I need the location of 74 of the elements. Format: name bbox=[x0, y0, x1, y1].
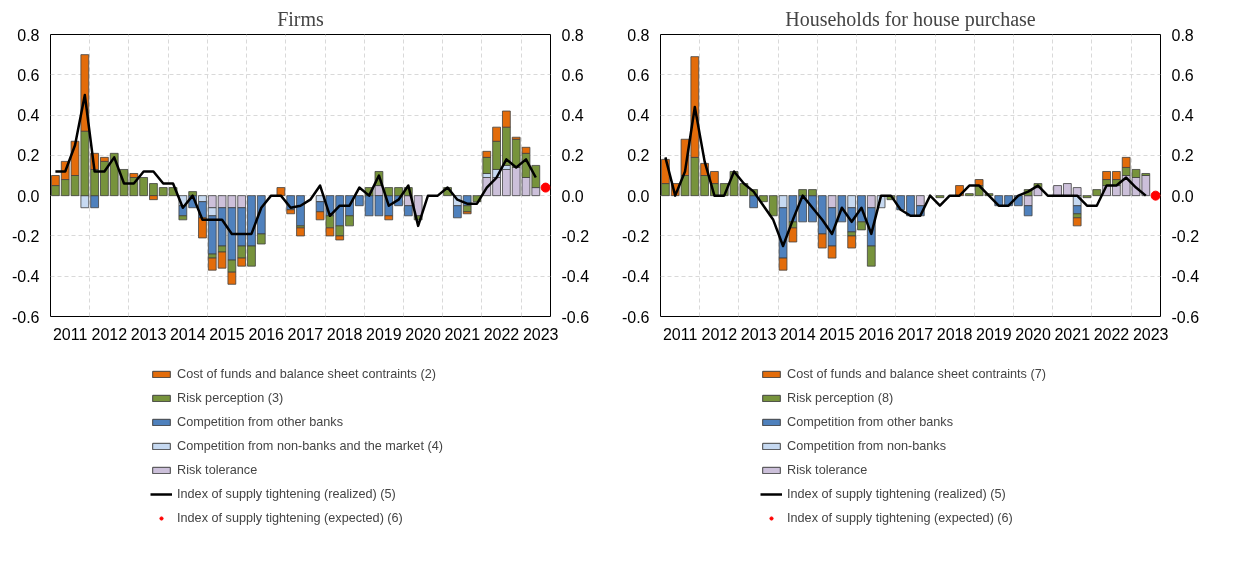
y2-tick-label: 0.8 bbox=[1171, 26, 1194, 44]
x-tick-label: 2016 bbox=[858, 325, 895, 343]
y2-tick-label: 0.4 bbox=[1171, 107, 1194, 125]
y-tick-label: -0.4 bbox=[621, 268, 650, 286]
y2-tick-label: -0.6 bbox=[561, 308, 590, 326]
x-tick-label: 2013 bbox=[130, 325, 167, 343]
y-tick-label: -0.2 bbox=[621, 227, 650, 245]
x-tick-label: 2019 bbox=[976, 325, 1012, 343]
legend-label: Competition from other banks bbox=[787, 414, 954, 431]
x-tick-label: 2013 bbox=[740, 325, 777, 343]
y2-tick-label: 0.0 bbox=[561, 187, 584, 205]
x-tick-label: 2021 bbox=[444, 325, 481, 343]
y2-tick-label: -0.4 bbox=[1171, 268, 1200, 286]
x-tick-label: 2022 bbox=[483, 325, 520, 343]
legend-label: Cost of funds and balance sheet contraints (2) bbox=[177, 366, 436, 383]
x-tick-label: 2018 bbox=[326, 325, 363, 343]
y-tick-label: -0.4 bbox=[11, 268, 40, 286]
x-tick-label: 2017 bbox=[287, 325, 324, 343]
y2-tick-label: 0.6 bbox=[561, 66, 584, 84]
x-tick-label: 2014 bbox=[779, 325, 816, 343]
legend-label: Risk perception (8) bbox=[787, 390, 894, 407]
legend-label: Index of supply tightening (expected) (6) bbox=[787, 510, 1013, 527]
y-tick-label: -0.2 bbox=[11, 227, 40, 245]
legend-label: Index of supply tightening (realized) (5) bbox=[787, 486, 1006, 503]
y-tick-label: 0.4 bbox=[627, 107, 650, 125]
x-tick-label: 2011 bbox=[662, 325, 698, 343]
x-tick-label: 2021 bbox=[1054, 325, 1091, 343]
y-tick-label: 0.0 bbox=[627, 187, 650, 205]
x-tick-label: 2023 bbox=[522, 325, 559, 343]
legend-label: Risk tolerance bbox=[787, 462, 868, 479]
y2-tick-label: 0.2 bbox=[1171, 147, 1194, 165]
legend-label: Risk perception (3) bbox=[177, 390, 284, 407]
x-tick-label: 2015 bbox=[209, 325, 245, 343]
x-tick-label: 2018 bbox=[936, 325, 973, 343]
x-tick-label: 2012 bbox=[91, 325, 128, 343]
y-tick-label: 0.0 bbox=[17, 187, 40, 205]
x-tick-label: 2022 bbox=[1093, 325, 1130, 343]
legend-label: Index of supply tightening (realized) (5) bbox=[177, 486, 396, 503]
y2-tick-label: -0.4 bbox=[561, 268, 590, 286]
y2-tick-label: 0.8 bbox=[561, 26, 584, 44]
x-tick-label: 2019 bbox=[366, 325, 402, 343]
y-tick-label: 0.4 bbox=[17, 107, 40, 125]
x-tick-label: 2016 bbox=[248, 325, 285, 343]
chart-title: Households for house purchase bbox=[785, 7, 1036, 31]
y-tick-label: 0.6 bbox=[627, 66, 650, 84]
legend-label: Cost of funds and balance sheet contraints (7) bbox=[787, 366, 1046, 383]
y2-tick-label: 0.0 bbox=[1171, 187, 1194, 205]
y-tick-label: -0.6 bbox=[11, 308, 40, 326]
legend-label: Competition from other banks bbox=[177, 414, 344, 431]
legend-label: Competition from non-banks and the market (4) bbox=[177, 438, 443, 455]
legend-label: Risk tolerance bbox=[177, 462, 258, 479]
x-tick-label: 2012 bbox=[701, 325, 738, 343]
x-tick-label: 2011 bbox=[52, 325, 88, 343]
y2-tick-label: 0.2 bbox=[561, 147, 584, 165]
x-tick-label: 2020 bbox=[405, 325, 441, 343]
y2-tick-label: -0.6 bbox=[1171, 308, 1200, 326]
chart-title: Firms bbox=[277, 7, 325, 30]
legend-label: Index of supply tightening (expected) (6) bbox=[177, 510, 403, 527]
x-tick-label: 2015 bbox=[819, 325, 855, 343]
x-tick-label: 2014 bbox=[169, 325, 206, 343]
legend-label: Competition from non-banks bbox=[787, 438, 946, 455]
y-tick-label: 0.6 bbox=[17, 66, 40, 84]
y-tick-label: -0.6 bbox=[621, 308, 650, 326]
x-tick-label: 2020 bbox=[1015, 325, 1051, 343]
y-tick-label: 0.8 bbox=[627, 26, 650, 44]
y-tick-label: 0.2 bbox=[627, 147, 650, 165]
y2-tick-label: 0.6 bbox=[1171, 66, 1194, 84]
y2-tick-label: 0.4 bbox=[561, 107, 584, 125]
y2-tick-label: -0.2 bbox=[561, 227, 590, 245]
x-tick-label: 2023 bbox=[1132, 325, 1169, 343]
y-tick-label: 0.2 bbox=[17, 147, 40, 165]
x-tick-label: 2017 bbox=[897, 325, 934, 343]
y-tick-label: 0.8 bbox=[17, 26, 40, 44]
y2-tick-label: -0.2 bbox=[1171, 227, 1200, 245]
